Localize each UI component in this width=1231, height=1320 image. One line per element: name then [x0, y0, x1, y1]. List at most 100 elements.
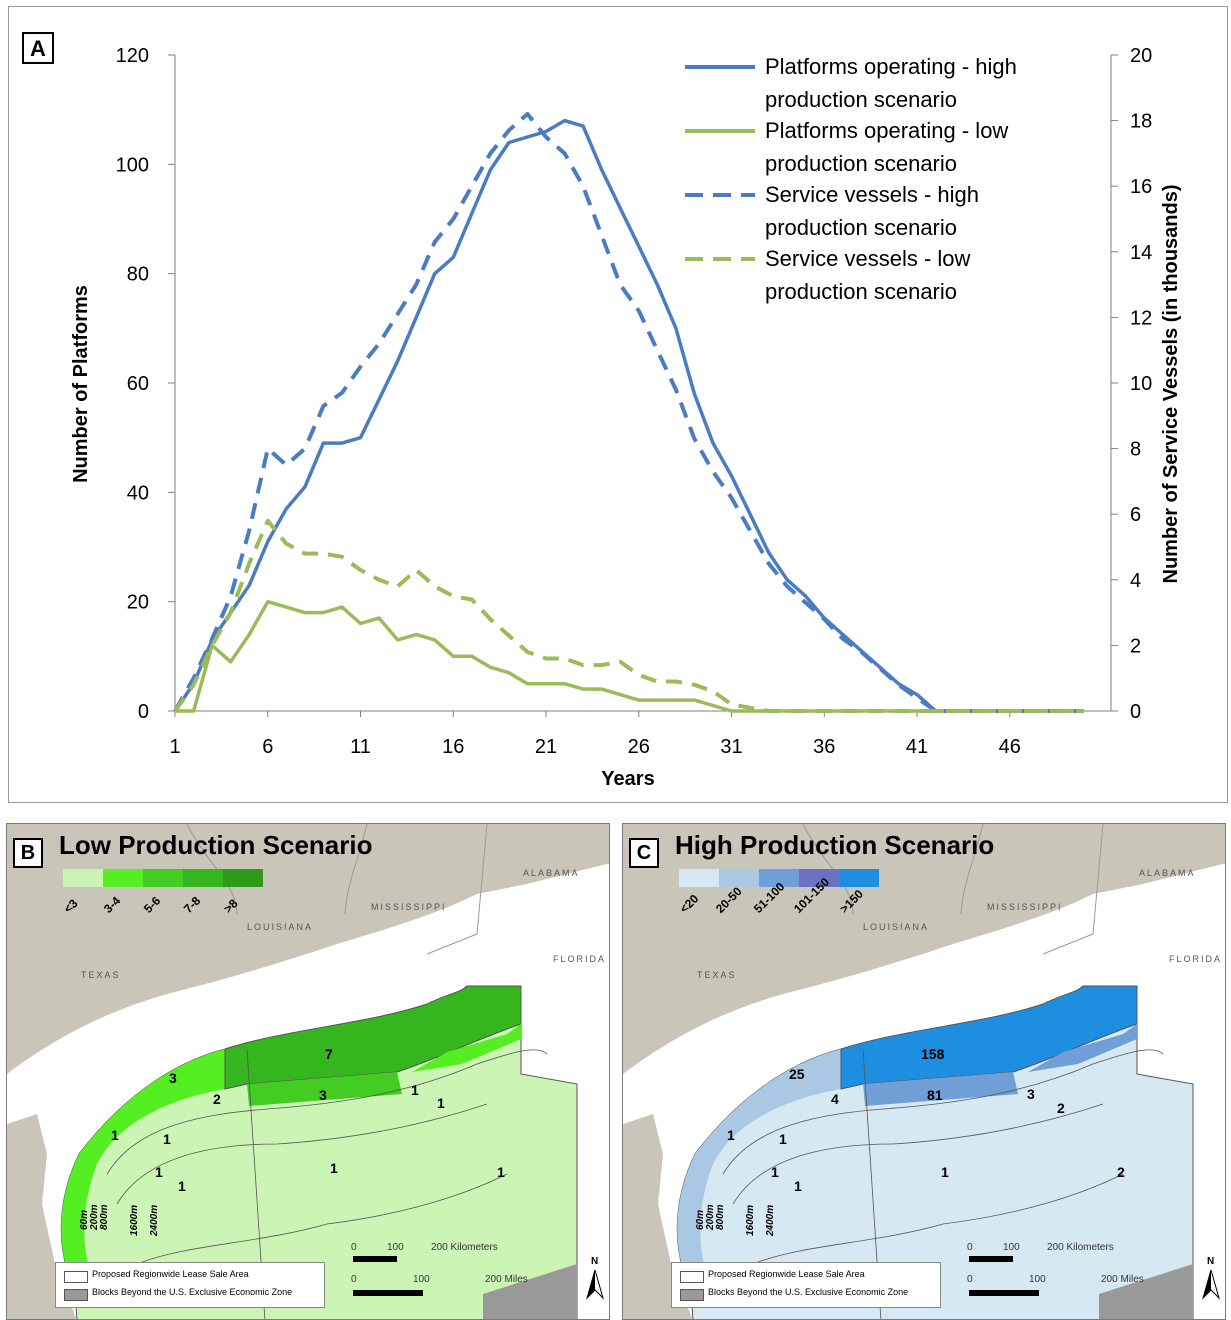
state-label-mississippi: MISSISSIPPI	[371, 902, 447, 912]
x-tick-label: 21	[535, 736, 557, 758]
y-tick-label: 60	[127, 373, 149, 395]
legend-label: Platforms operating - low	[765, 118, 1008, 143]
x-tick-label: 41	[906, 736, 928, 758]
area-value: 1	[411, 1082, 419, 1098]
legend-label: production scenario	[765, 279, 957, 304]
key-swatch-eez	[64, 1289, 88, 1301]
area-value: 158	[921, 1046, 945, 1062]
y2-tick-label: 0	[1130, 701, 1141, 723]
scale-mi-200: 200 Miles	[1101, 1274, 1144, 1285]
series-line-2	[175, 599, 1084, 713]
area-value: 1	[437, 1095, 445, 1111]
y-tick-label: 80	[127, 264, 149, 286]
area-value: 2	[1057, 1100, 1065, 1116]
x-tick-label: 1	[169, 736, 180, 758]
panel-a-letter: A	[30, 36, 46, 61]
depth-label: 1600m	[745, 1204, 756, 1236]
y2-tick-label: 10	[1130, 373, 1152, 395]
legend-label: production scenario	[765, 215, 957, 240]
y2-tick-label: 14	[1130, 242, 1152, 264]
area-value: 1	[771, 1164, 779, 1180]
panel-a-chart: A 0 20 40 60 80 100 120 0 2 4 6 8 10 12 14 16 18 20 1 6 11 16…	[8, 6, 1228, 803]
legend-swatch-4	[183, 869, 223, 887]
panel-b-letter: B	[13, 838, 43, 868]
x-tick-label: 6	[262, 736, 273, 758]
key-label-lease: Proposed Regionwide Lease Sale Area	[92, 1269, 249, 1279]
legend-label: production scenario	[765, 87, 957, 112]
key-label-lease: Proposed Regionwide Lease Sale Area	[708, 1269, 865, 1279]
scale-bar-km	[353, 1256, 397, 1262]
key-swatch-lease	[680, 1271, 704, 1283]
y-axis-label-right: Number of Service Vessels (in thousands)	[1160, 184, 1182, 583]
y2-tick-label: 12	[1130, 307, 1152, 329]
state-label-louisiana: LOUISIANA	[863, 922, 930, 932]
y2-tick-label: 8	[1130, 439, 1141, 461]
y2-tick-label: 20	[1130, 45, 1152, 67]
north-label: N	[1207, 1256, 1215, 1267]
scale-mi-0: 0	[351, 1274, 357, 1285]
y-tick-label: 100	[116, 154, 149, 176]
scale-km-100: 100	[1003, 1242, 1020, 1253]
y-tick-label: 120	[116, 45, 149, 67]
state-label-texas: TEXAS	[697, 970, 737, 980]
y2-tick-label: 2	[1130, 635, 1141, 657]
y-tick-label: 0	[138, 701, 149, 723]
area-value: 1	[178, 1178, 186, 1194]
north-label: N	[591, 1256, 599, 1267]
key-label-eez: Blocks Beyond the U.S. Exclusive Economi…	[708, 1287, 909, 1297]
state-label-florida: FLORIDA	[1169, 954, 1223, 964]
y-tick-label: 40	[127, 482, 149, 504]
area-value: 1	[727, 1127, 735, 1143]
scale-mi-200: 200 Miles	[485, 1274, 528, 1285]
x-tick-label: 11	[350, 736, 371, 758]
panel-c-letter: C	[629, 838, 659, 868]
area-value: 3	[319, 1087, 327, 1103]
legend-swatch-1	[63, 869, 103, 887]
area-value: 2	[1117, 1164, 1125, 1180]
y2-tick-label: 18	[1130, 111, 1152, 133]
y2-tick-label: 4	[1130, 570, 1141, 592]
scale-km-0: 0	[351, 1242, 357, 1253]
legend-swatch-4	[799, 869, 839, 887]
map-key: Proposed Regionwide Lease Sale Area Bloc…	[671, 1262, 941, 1308]
area-value: 81	[927, 1087, 943, 1103]
panel-c-title: High Production Scenario	[675, 830, 995, 860]
legend-swatch-1	[679, 869, 719, 887]
area-value: 1	[155, 1164, 163, 1180]
key-swatch-lease	[64, 1271, 88, 1283]
scale-mi-0: 0	[967, 1274, 973, 1285]
state-label-mississippi: MISSISSIPPI	[987, 902, 1063, 912]
scale-mi-100: 100	[1029, 1274, 1046, 1285]
y-tick-label: 20	[127, 592, 149, 614]
panel-b-map: B Low Production Scenario <3 3-4 5-6 7-8…	[6, 823, 610, 1320]
north-arrow-icon	[1201, 1270, 1221, 1300]
series-line-1	[173, 118, 1084, 713]
legend-swatch-3	[143, 869, 183, 887]
x-axis-label: Years	[601, 768, 654, 790]
x-tick-label: 16	[442, 736, 464, 758]
legend-label: Service vessels - high	[765, 182, 979, 207]
y-axis-label-left: Number of Platforms	[70, 285, 92, 483]
state-label-florida: FLORIDA	[553, 954, 607, 964]
map-key: Proposed Regionwide Lease Sale Area Bloc…	[55, 1262, 325, 1308]
area-value: 1	[497, 1164, 505, 1180]
area-value: 1	[779, 1131, 787, 1147]
depth-label: 800m	[715, 1204, 726, 1230]
key-label-eez: Blocks Beyond the U.S. Exclusive Economi…	[92, 1287, 293, 1297]
series-line-4	[173, 518, 1084, 713]
depth-label: 800m	[99, 1204, 110, 1230]
key-swatch-eez	[680, 1289, 704, 1301]
scale-mi-100: 100	[413, 1274, 430, 1285]
legend-swatch-5	[223, 869, 263, 887]
state-label-texas: TEXAS	[81, 970, 121, 980]
area-value: 1	[330, 1160, 338, 1176]
area-value: 1	[163, 1131, 171, 1147]
area-value: 3	[1027, 1086, 1035, 1102]
area-value: 1	[941, 1164, 949, 1180]
legend-label: Platforms operating - high	[765, 54, 1017, 79]
state-label-alabama: ALABAMA	[523, 868, 580, 878]
area-value: 3	[169, 1070, 177, 1086]
area-value: 1	[794, 1178, 802, 1194]
state-label-alabama: ALABAMA	[1139, 868, 1196, 878]
